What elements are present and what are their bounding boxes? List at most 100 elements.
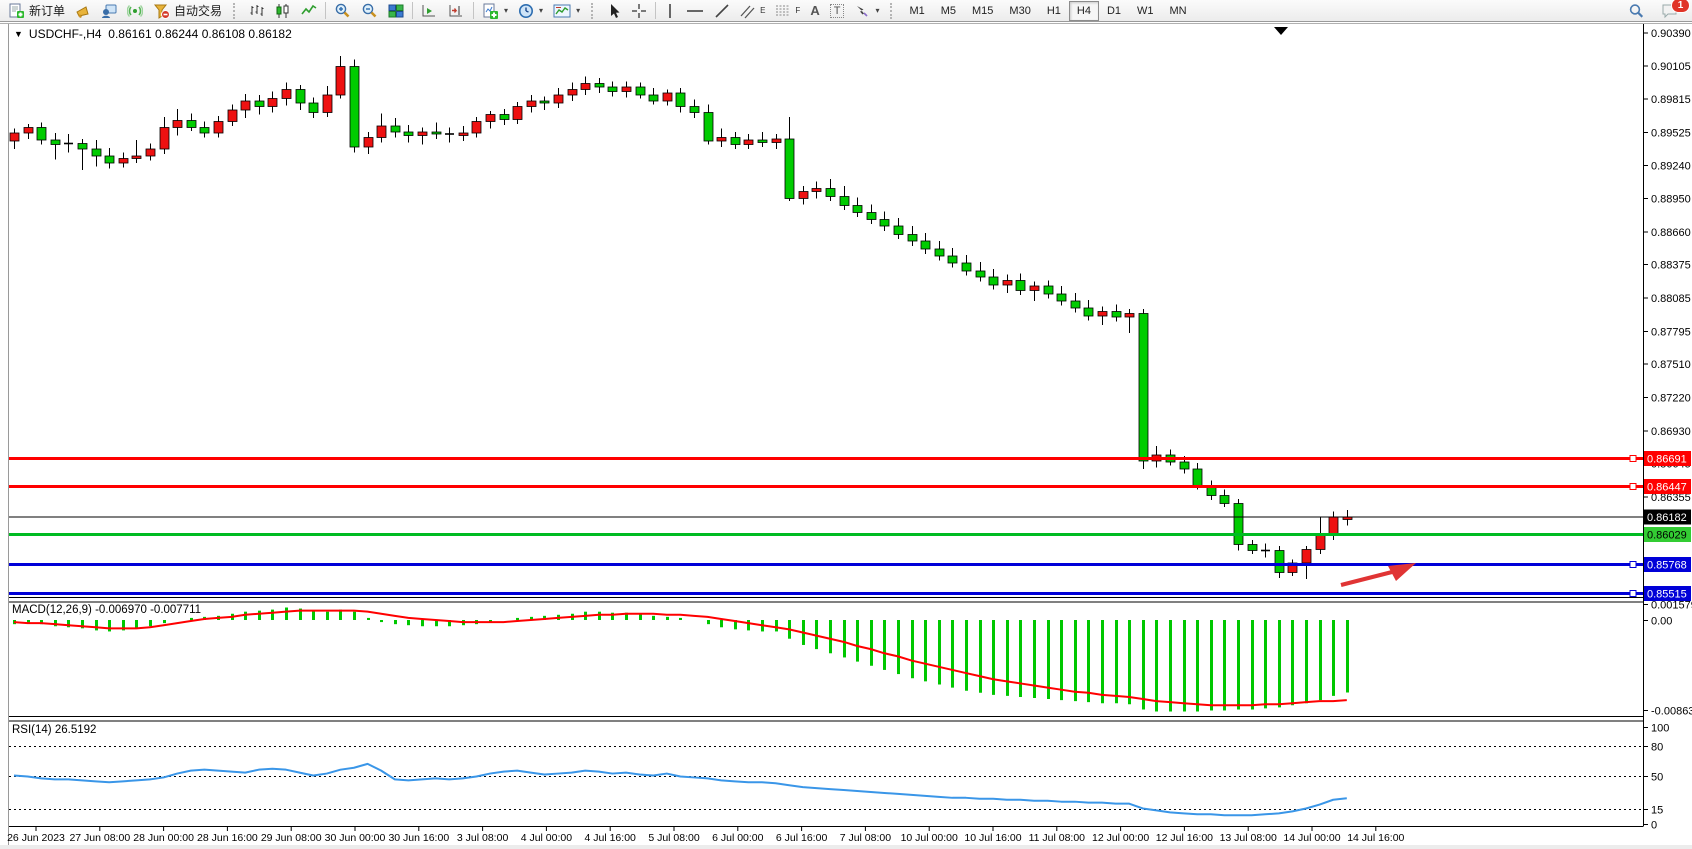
down-candle (607, 86, 618, 92)
auto-trading-button[interactable]: 自动交易 (148, 1, 227, 21)
equidistant-channel-button[interactable]: E (735, 1, 770, 21)
symbol-dropdown-icon[interactable]: ▼ (14, 29, 23, 39)
svg-text:0.86930: 0.86930 (1651, 426, 1691, 438)
svg-text:0.87220: 0.87220 (1651, 393, 1691, 405)
down-candle (539, 100, 550, 104)
down-candle (403, 131, 414, 136)
zoom-in-button[interactable] (329, 1, 356, 21)
svg-text:0.90105: 0.90105 (1651, 61, 1691, 73)
text-label-icon: T (829, 3, 845, 18)
svg-text:6 Jul 00:00: 6 Jul 00:00 (712, 832, 764, 844)
down-candle (1015, 280, 1026, 291)
horizontal-line-icon (687, 9, 704, 12)
rsi-indicator-label: RSI(14) 26.5192 (12, 724, 96, 736)
candlestick-chart-button[interactable] (270, 1, 296, 21)
search-button[interactable] (1623, 1, 1650, 21)
signals-icon (127, 4, 144, 17)
rsi-panel (9, 746, 1643, 810)
cursor-button[interactable] (602, 1, 626, 21)
timeframe-m1-button[interactable]: M1 (901, 1, 932, 21)
svg-text:10 Jul 00:00: 10 Jul 00:00 (901, 832, 958, 844)
periods-button[interactable]: ▾ (513, 1, 548, 21)
arrows-button[interactable]: ▾ (849, 1, 884, 21)
notifications-button[interactable]: 1 (1656, 0, 1690, 21)
text-label-button[interactable]: T (825, 1, 850, 21)
vertical-line-button[interactable] (659, 1, 681, 21)
timeframe-h1-button[interactable]: H1 (1039, 1, 1069, 21)
horizontal-line-button[interactable] (681, 1, 709, 21)
toolbar-grip[interactable] (591, 2, 598, 19)
down-candle (91, 148, 102, 157)
trendline-button[interactable] (709, 1, 735, 21)
down-candle (36, 127, 47, 141)
svg-text:0.87795: 0.87795 (1651, 327, 1691, 339)
timeframe-m15-button[interactable]: M15 (964, 1, 1001, 21)
rsi-name: RSI(14) (12, 724, 52, 736)
price-line-badge (1644, 557, 1691, 572)
svg-text:11 Jul 08:00: 11 Jul 08:00 (1029, 832, 1086, 844)
auto-scroll-button[interactable] (416, 1, 443, 21)
timeframe-h4-button[interactable]: H4 (1068, 0, 1099, 21)
line-handle[interactable] (1629, 561, 1637, 568)
svg-text:14 Jul 00:00: 14 Jul 00:00 (1283, 832, 1340, 844)
crosshair-icon (632, 3, 647, 18)
timeframe-m30-button[interactable]: M30 (1001, 1, 1038, 21)
megaphone-icon (76, 5, 89, 18)
line-chart-button[interactable] (296, 1, 322, 21)
bar-chart-button[interactable] (244, 1, 270, 21)
down-candle (1219, 495, 1230, 504)
timeframe-mn-button[interactable]: MN (1162, 1, 1195, 21)
new-order-label: 新订单 (29, 4, 66, 18)
search-icon (1629, 3, 1644, 18)
timeframe-w1-button[interactable]: W1 (1129, 1, 1162, 21)
svg-text:4 Jul 16:00: 4 Jul 16:00 (585, 832, 637, 844)
line-handle[interactable] (1629, 483, 1637, 490)
templates-icon (553, 4, 571, 17)
virtual-hosting-button[interactable] (96, 1, 122, 21)
line-handle[interactable] (1629, 590, 1637, 597)
tile-windows-button[interactable] (383, 1, 409, 21)
line-handle[interactable] (1629, 455, 1637, 462)
templates-button[interactable]: ▾ (548, 1, 585, 21)
svg-text:0.88950: 0.88950 (1651, 194, 1691, 206)
signals-button[interactable] (122, 1, 148, 21)
zoom-in-icon (335, 3, 350, 17)
svg-text:12 Jul 00:00: 12 Jul 00:00 (1092, 832, 1149, 844)
down-candle (689, 106, 700, 113)
vertical-line-icon (669, 3, 671, 18)
megaphone-button[interactable] (70, 1, 96, 21)
toolbar-grip[interactable] (890, 2, 897, 19)
chart-shift-marker[interactable] (1274, 27, 1288, 35)
text-button[interactable]: A (805, 1, 824, 21)
up-candle (172, 120, 183, 128)
svg-text:80: 80 (1651, 742, 1663, 754)
up-candle (1029, 285, 1040, 291)
auto-trading-label: 自动交易 (174, 4, 223, 18)
down-candle (1043, 285, 1054, 295)
window-bottom-edge (0, 845, 1692, 849)
timeframe-m5-button[interactable]: M5 (933, 1, 964, 21)
fibonacci-button[interactable]: F (770, 1, 805, 21)
svg-text:7 Jul 08:00: 7 Jul 08:00 (840, 832, 892, 844)
clock-icon (519, 3, 534, 18)
zoom-out-button[interactable] (356, 1, 383, 21)
auto-trading-icon (153, 4, 171, 19)
toolbar-grip[interactable] (233, 2, 240, 19)
down-candle (852, 205, 863, 213)
down-candle (1179, 461, 1190, 470)
indicators-button[interactable]: ▾ (477, 1, 513, 21)
timeframe-d1-button[interactable]: D1 (1099, 1, 1129, 21)
price-line-badge-label: 0.85515 (1647, 589, 1687, 601)
down-candle (1056, 293, 1067, 302)
crosshair-button[interactable] (626, 1, 652, 21)
arrow-annotation-head[interactable] (1388, 563, 1416, 581)
up-candle (240, 100, 251, 111)
candlestick-chart-icon (276, 3, 289, 18)
up-candle (662, 92, 673, 102)
new-order-button[interactable]: 新订单 (3, 1, 70, 21)
arrow-annotation-shaft[interactable] (1340, 569, 1397, 587)
price-line-badge-label: 0.86182 (1647, 512, 1687, 524)
auto-scroll-icon (422, 4, 436, 16)
chart-shift-button[interactable] (443, 1, 470, 21)
